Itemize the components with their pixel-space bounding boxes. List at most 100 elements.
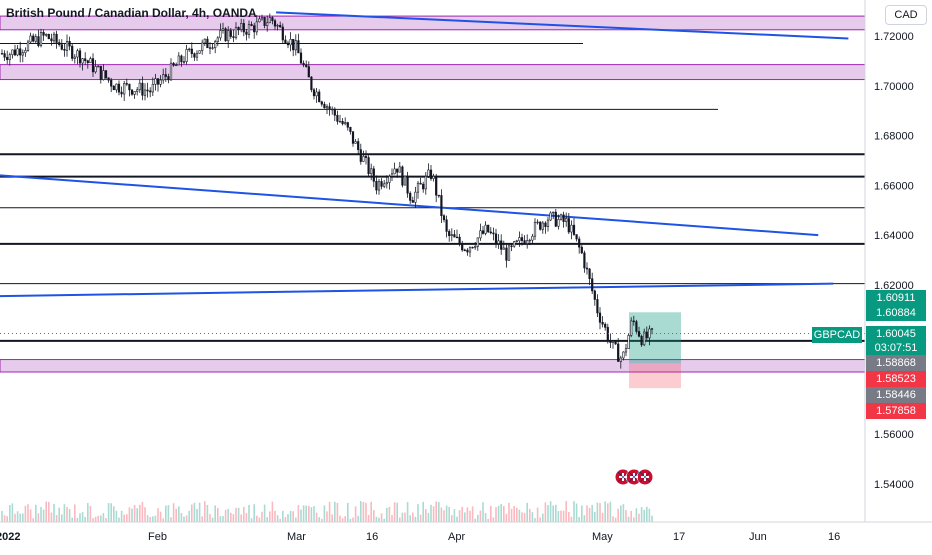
candle-body [596,299,599,314]
candle-body [453,234,456,238]
x-tick-label: 17 [673,531,685,543]
candle-body [398,166,401,173]
volume-bar [640,507,643,522]
candle-body [448,231,451,237]
candle-body [255,21,258,33]
trendline [0,174,819,237]
volume-bar [318,517,320,522]
candle-body [533,221,537,237]
volume-bar [204,501,206,522]
candle-body [250,24,253,26]
candle-body [78,50,82,64]
candle-body [367,157,370,175]
volume-bar [412,512,414,522]
price-tag: 1.58523 [866,371,926,387]
x-axis[interactable]: 2022 Feb Mar 16 Apr May 17 Jun 16 [0,521,932,543]
candle-body [247,24,251,35]
x-tick-label: May [592,531,613,543]
candle-body [479,230,482,239]
candle-body [32,35,35,42]
candle-body [102,70,105,80]
candle-body [429,169,433,179]
candle-body [297,40,300,54]
volume-bar [97,515,99,522]
candle-body [617,343,620,362]
volume-bar [466,507,469,522]
candle-body [562,214,565,222]
candle-body [292,38,295,51]
volume-bar [310,507,313,522]
candle-body [47,33,50,40]
candle-body [383,183,386,187]
candle-body [346,122,349,128]
volume-bar [110,503,112,522]
candle-body [484,224,487,234]
volume-bar [206,504,209,522]
volume-bar [198,502,201,522]
candle-body [302,62,305,66]
candle-body [523,240,526,244]
candle-body [125,83,128,85]
candle-body [24,50,27,54]
candle-body [338,121,342,123]
volume-bar [300,509,302,522]
volume-bar [458,510,461,522]
volume-bar [378,517,380,522]
y-tick-label: 1.70000 [874,81,914,93]
candle-body [110,79,113,87]
candle-body [143,89,147,96]
candle-body [58,42,61,45]
volume-bar [547,505,549,522]
volume-bar [237,507,240,522]
volume-bar [406,502,409,522]
volume-bar [427,513,430,522]
volume-bar [92,518,94,522]
candle-body [515,240,518,242]
volume-bar [269,511,271,522]
candle-body [351,131,355,144]
candle-body [466,249,469,253]
volume-bar [27,504,29,522]
volume-bar [68,509,71,522]
candle-body [565,218,568,222]
candle-body [333,108,336,116]
y-tick-label: 1.56000 [874,429,914,441]
candle-body [123,83,126,95]
volume-bar [66,507,68,522]
candle-body [136,89,139,92]
currency-badge[interactable]: CAD [885,5,927,25]
candle-body [500,240,503,250]
y-axis[interactable]: 1.72000 1.70000 1.68000 1.66000 1.64000 1.620… [864,0,914,522]
position-tool[interactable] [629,312,681,389]
volume-bar [599,503,601,522]
candle-body [162,74,165,81]
volume-bar [583,515,586,522]
volume-bar [172,503,175,522]
volume-bar [638,513,640,522]
candle-body [364,156,368,158]
volume-bar [165,505,167,522]
volume-bar [596,502,599,522]
volume-bar [133,504,136,522]
candle-body [310,76,313,91]
events-flag-icon[interactable] [614,466,654,488]
volume-bar [438,502,440,522]
position-target-zone [629,312,681,364]
candle-body [401,166,404,186]
volume-bar [531,512,534,522]
volume-bar [581,505,583,522]
candle-body [344,122,347,125]
candle-body [455,236,459,239]
countdown: 03:07:51 [866,340,926,356]
volume-bar [295,517,297,522]
volume-bar [565,501,567,522]
volume-bar [508,502,510,522]
x-tick-label: Apr [448,531,465,543]
volume-bar [523,512,526,522]
volume-bar [534,518,536,522]
candle-body [237,27,240,31]
candle-body [89,58,92,64]
volume-bar [55,515,58,522]
